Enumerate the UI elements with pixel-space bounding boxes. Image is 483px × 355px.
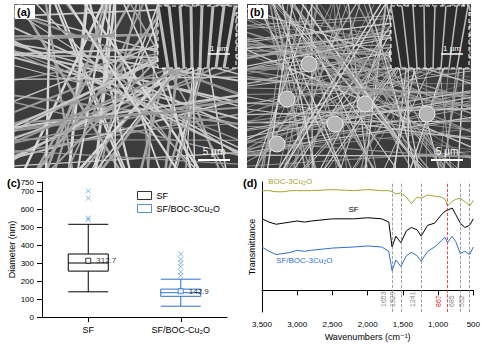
svg-text:SF: SF — [157, 191, 169, 201]
svg-text:500: 500 — [467, 320, 481, 329]
svg-text:1529: 1529 — [389, 291, 396, 307]
svg-text:312.7: 312.7 — [96, 256, 117, 265]
svg-text:(c): (c) — [7, 177, 21, 189]
svg-text:1,500: 1,500 — [393, 320, 414, 329]
svg-text:500: 500 — [21, 223, 35, 232]
svg-text:Wavenumbers (cm⁻¹): Wavenumbers (cm⁻¹) — [325, 332, 411, 342]
svg-text:1653: 1653 — [380, 291, 387, 307]
svg-text:SF: SF — [82, 325, 94, 335]
svg-text:SF/BOC-Cu₂O: SF/BOC-Cu₂O — [152, 325, 211, 335]
svg-text:600: 600 — [21, 205, 35, 214]
svg-text:0: 0 — [30, 313, 35, 322]
svg-text:400: 400 — [21, 241, 35, 250]
svg-text:685: 685 — [448, 295, 455, 307]
svg-text:1,000: 1,000 — [428, 320, 449, 329]
svg-text:Diameter (nm): Diameter (nm) — [7, 221, 17, 279]
svg-text:2,000: 2,000 — [358, 320, 379, 329]
svg-text:3,000: 3,000 — [287, 320, 308, 329]
svg-text:100: 100 — [21, 295, 35, 304]
svg-text:142.9: 142.9 — [189, 287, 210, 296]
svg-text:(a): (a) — [17, 6, 31, 18]
svg-text:Transmittance: Transmittance — [247, 219, 257, 276]
svg-text:1241: 1241 — [409, 291, 416, 307]
svg-text:750: 750 — [21, 178, 35, 187]
svg-text:BOC-3Cu₂O: BOC-3Cu₂O — [268, 177, 312, 186]
svg-text:SF: SF — [348, 205, 358, 214]
svg-text:(b): (b) — [250, 6, 264, 18]
svg-text:300: 300 — [21, 259, 35, 268]
svg-text:5 μm: 5 μm — [203, 146, 225, 157]
svg-text:700: 700 — [21, 187, 35, 196]
svg-text:(d): (d) — [243, 177, 257, 189]
svg-text:552: 552 — [458, 295, 465, 307]
svg-text:SF/BOC-3Cu₂O: SF/BOC-3Cu₂O — [276, 256, 332, 265]
svg-text:1 μm: 1 μm — [443, 44, 461, 53]
svg-text:2,500: 2,500 — [322, 320, 343, 329]
svg-text:1 μm: 1 μm — [210, 44, 228, 53]
svg-text:5 μm: 5 μm — [436, 146, 458, 157]
svg-text:SF/BOC-3Cu₂O: SF/BOC-3Cu₂O — [157, 204, 221, 214]
svg-text:200: 200 — [21, 277, 35, 286]
svg-text:3,500: 3,500 — [252, 320, 273, 329]
svg-text:867: 867 — [435, 295, 442, 307]
